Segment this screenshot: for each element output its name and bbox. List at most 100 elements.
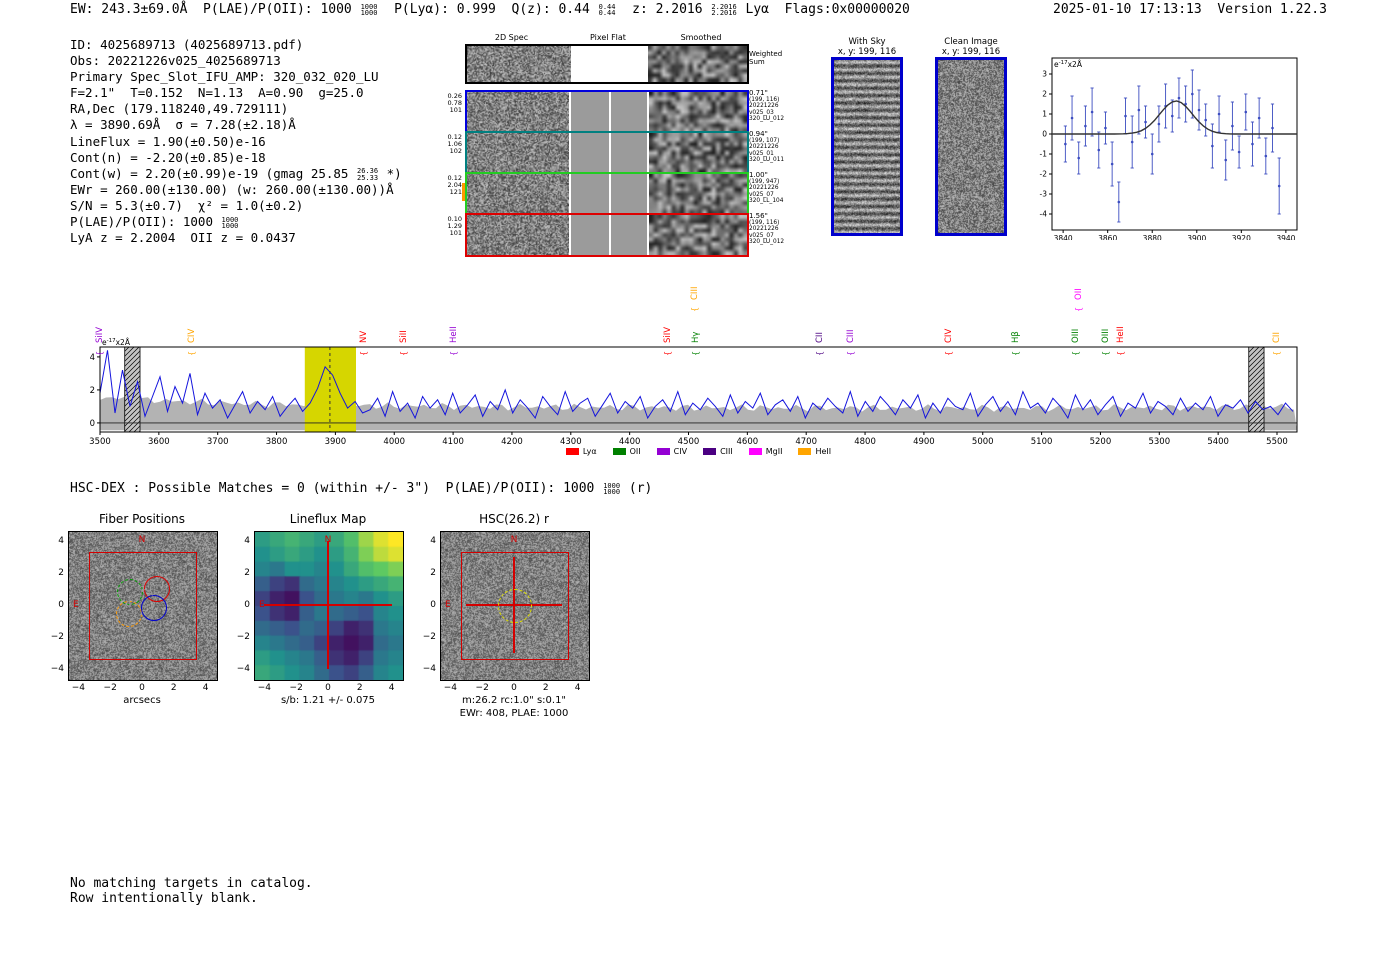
cutout-xtick: 2 xyxy=(356,683,363,693)
inset-xtick: 3860 xyxy=(1098,234,1117,240)
emission-line-label: SiIV xyxy=(662,326,673,343)
emission-line-label: CIV xyxy=(187,328,198,343)
north-label: N xyxy=(324,535,332,545)
summary-header: EW: 243.3±69.0Å P(LAE)/P(OII): 1000 1000… xyxy=(70,2,910,17)
text-segment: Cont(w) = 2.20(±0.99)e-19 (gmag 25.85 xyxy=(70,165,356,181)
cutout-xtick: 0 xyxy=(511,683,517,693)
emission-line-brace: { xyxy=(662,350,672,356)
detection-info-block: ID: 4025689713 (4025689713.pdf) Obs: 2022… xyxy=(70,37,402,246)
main-xtick: 3600 xyxy=(148,437,170,447)
legend-item: Lyα xyxy=(565,447,597,456)
data-point xyxy=(1097,148,1101,152)
text-segment: EW: 243.3±69.0Å P(LAE)/P(OII): 1000 xyxy=(70,2,360,17)
info-line: λ = 3890.69Å σ = 7.28(±2.18)Å xyxy=(70,117,402,133)
emission-line-brace: { xyxy=(1272,350,1281,356)
row-right-labels: 0.94" (199, 107) 20221226 v025_01 320_LU_011 xyxy=(749,131,801,164)
row-left-value: 0.12 xyxy=(447,174,462,182)
data-point xyxy=(1277,184,1281,188)
main-xtick: 3900 xyxy=(325,437,347,447)
weighted-2dspec-image xyxy=(467,46,571,82)
row-smoothed-image xyxy=(649,215,747,255)
cutout-ytick: 0 xyxy=(430,600,436,610)
data-point xyxy=(1237,150,1241,154)
east-label: E xyxy=(259,600,265,610)
cutout-ytick: 2 xyxy=(58,568,64,579)
inset-ytick: -3 xyxy=(1040,190,1048,199)
legend-swatch xyxy=(703,448,717,455)
legend-label: CIII xyxy=(720,447,733,456)
inset-ytick: 2 xyxy=(1042,90,1047,99)
data-point xyxy=(1124,114,1127,118)
row-left-value: 0.12 xyxy=(447,133,462,141)
row-left-value: 0.26 xyxy=(447,92,462,100)
row-right-value: 320_LU_011 xyxy=(749,157,785,164)
emission-line-brace: { xyxy=(1010,350,1020,356)
inset-ytick: 0 xyxy=(1042,130,1047,139)
weighted-pixelflat-image xyxy=(572,46,646,82)
cutout-ytick: 4 xyxy=(244,536,250,547)
main-xtick: 4400 xyxy=(619,437,641,447)
row-right-value: 320_LU_012 xyxy=(749,239,785,246)
data-point xyxy=(1217,112,1221,116)
text-segment: S/N = 5.3(±0.7) χ² = 1.0(±0.2) xyxy=(70,197,304,213)
stacked-fraction: 26.36 25.33 xyxy=(356,167,379,182)
cutout-ytick: −4 xyxy=(422,663,436,674)
emission-line-brace: { xyxy=(95,350,104,356)
main-chart: 3500 3600 3700 3800 3900 4000 4100 4200 4300 4400… xyxy=(89,338,1298,447)
col-header-pixelflat: Pixel Flat xyxy=(590,33,626,42)
masked-region xyxy=(1248,346,1265,433)
emission-line-label: CII xyxy=(814,332,825,343)
gaussian-fit-line xyxy=(1052,100,1297,135)
data-point xyxy=(1090,110,1094,114)
cutout-xtick: −4 xyxy=(443,683,458,693)
row-left-value: 0.10 xyxy=(447,215,462,223)
cutout-ytick: 2 xyxy=(244,568,250,579)
emission-line-brace: { xyxy=(1071,350,1081,356)
emission-line-label: SiII xyxy=(399,330,410,343)
inset-plot-box xyxy=(1051,57,1298,231)
datetime-version: 2025-01-10 17:13:13 Version 1.22.3 xyxy=(1053,2,1327,17)
emission-line-brace: { xyxy=(691,350,701,356)
hsc-xlabel-2: EWr: 408, PLAE: 1000 xyxy=(459,708,569,719)
data-point xyxy=(1117,200,1121,204)
emission-line-label: CIV xyxy=(943,328,954,343)
with-sky-subtitle: x, y: 199, 116 xyxy=(837,47,897,57)
cutout-ytick: 4 xyxy=(430,536,436,547)
cutout-ytick: 0 xyxy=(58,600,64,610)
info-line: F=2.1" T=0.152 N=1.13 A=0.90 g=25.0 xyxy=(70,85,402,101)
row-left-value: 0.78 xyxy=(447,99,462,107)
aperture-circle xyxy=(498,589,532,623)
data-point xyxy=(1251,142,1254,146)
row-right-value: 20221226 xyxy=(749,103,779,110)
data-point xyxy=(1271,126,1274,130)
text-segment: EWr = 260.00(±130.00) (w: 260.00(±130.00… xyxy=(70,181,394,197)
cutout-xtick: −2 xyxy=(289,683,303,693)
emission-line-label: CIII xyxy=(845,329,856,343)
hsc-cutout-title: HSC(26.2) r xyxy=(479,512,549,526)
inset-ytick: 1 xyxy=(1042,110,1047,119)
emission-line-label: NV xyxy=(359,330,370,343)
row-right-value: v025_03 xyxy=(749,109,774,116)
row-2dspec-image xyxy=(467,174,570,214)
inset-ytick: -2 xyxy=(1040,170,1048,179)
inset-xtick: 3840 xyxy=(1054,234,1073,240)
legend-swatch xyxy=(612,448,626,455)
row-left-value: 101 xyxy=(449,229,462,237)
cutout-xtick: −2 xyxy=(103,683,117,693)
inset-xtick: 3880 xyxy=(1143,234,1162,240)
cutout-xtick: −2 xyxy=(475,683,489,693)
spec2d-row xyxy=(465,90,749,134)
spec2d-row xyxy=(465,172,749,216)
main-ytick: 0 xyxy=(90,419,95,429)
emission-line-label: OIII xyxy=(1100,328,1111,343)
text-segment: Cont(n) = -2.20(±0.85)e-18 xyxy=(70,149,266,165)
row-right-labels: 1.56" (199, 116) 20221226 v025_07 320_LU_012 xyxy=(749,213,801,246)
cutout-ytick: 0 xyxy=(244,600,250,610)
emission-line-brace: { xyxy=(845,350,855,356)
data-point xyxy=(1070,116,1074,120)
crosshair-vertical xyxy=(327,541,329,669)
fiber-xlabel: arcsecs xyxy=(123,695,161,706)
row-left-value: 121 xyxy=(449,188,462,196)
main-xtick: 4800 xyxy=(854,437,876,447)
inset-xtick: 3920 xyxy=(1232,234,1251,240)
